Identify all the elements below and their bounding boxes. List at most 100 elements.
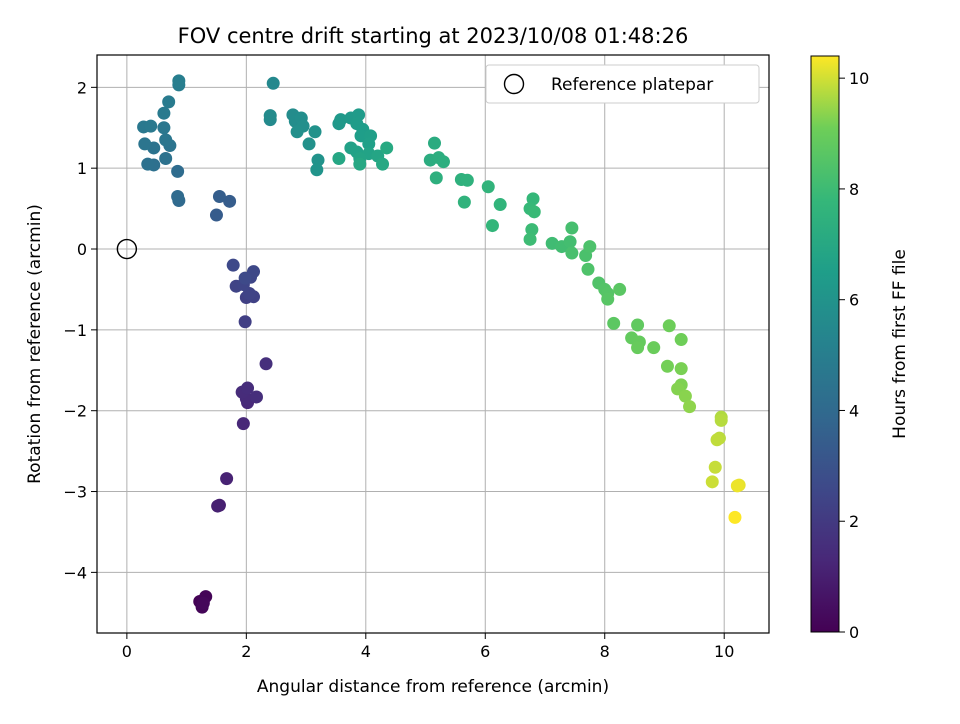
data-point xyxy=(157,121,171,135)
data-point xyxy=(563,235,577,249)
data-point xyxy=(196,596,210,610)
legend-box xyxy=(485,64,760,104)
reference-point-marker xyxy=(116,238,138,260)
data-point xyxy=(660,359,674,373)
colorbar-tick-label: 6 xyxy=(849,291,859,310)
data-point xyxy=(211,499,225,513)
data-point xyxy=(601,292,615,306)
data-point xyxy=(678,389,692,403)
colorbar-label: Hours from first FF file xyxy=(890,249,910,439)
data-point xyxy=(334,113,348,127)
data-point xyxy=(266,76,280,90)
data-point xyxy=(138,137,152,151)
data-point xyxy=(662,319,676,333)
data-point xyxy=(457,195,471,209)
y-axis-ticks: −4 −3 −2 −1 0 1 2 xyxy=(63,78,97,582)
data-point xyxy=(436,155,450,169)
data-point xyxy=(710,433,724,447)
data-point xyxy=(565,221,579,235)
data-point xyxy=(683,400,697,414)
data-point xyxy=(730,479,744,493)
data-point xyxy=(311,153,325,167)
legend-label-reference: Reference platepar xyxy=(551,75,713,95)
legend-marker-reference xyxy=(503,73,525,95)
y-tick-label: −3 xyxy=(63,483,87,502)
colorbar-gradient xyxy=(810,55,840,633)
data-point xyxy=(238,315,252,329)
data-point xyxy=(631,318,645,332)
data-point xyxy=(714,413,728,427)
data-point xyxy=(631,341,645,355)
data-point xyxy=(429,171,443,185)
data-point xyxy=(171,189,185,203)
data-point xyxy=(238,271,252,285)
data-point xyxy=(226,258,240,272)
colorbar-ticks: 0 2 4 6 8 10 xyxy=(839,69,869,642)
data-point xyxy=(647,341,661,355)
data-point xyxy=(728,510,742,524)
data-point xyxy=(159,133,173,147)
data-point xyxy=(172,74,186,88)
data-point xyxy=(705,475,719,489)
data-point xyxy=(674,333,688,347)
data-point xyxy=(249,390,263,404)
data-point xyxy=(583,240,597,254)
data-point xyxy=(144,119,158,133)
data-point xyxy=(159,151,173,165)
data-point xyxy=(236,417,250,431)
data-point xyxy=(493,198,507,212)
colorbar-tick-label: 4 xyxy=(849,401,859,420)
data-point xyxy=(362,137,376,151)
data-point xyxy=(308,125,322,139)
colorbar-tick-label: 2 xyxy=(849,512,859,531)
colorbar-tick-label: 10 xyxy=(849,69,869,88)
data-point xyxy=(523,232,537,246)
chart-title: FOV centre drift starting at 2023/10/08 … xyxy=(178,24,689,48)
y-tick-label: 2 xyxy=(77,78,87,97)
data-point xyxy=(241,381,255,395)
data-point xyxy=(565,246,579,260)
data-point xyxy=(141,157,155,171)
y-axis-label: Rotation from reference (arcmin) xyxy=(25,204,45,484)
reference-marker-group xyxy=(116,238,138,260)
data-point xyxy=(157,106,171,120)
legend: Reference platepar xyxy=(485,64,760,104)
data-point xyxy=(212,189,226,203)
data-point xyxy=(220,472,234,486)
y-tick-label: 1 xyxy=(77,159,87,178)
y-tick-label: −4 xyxy=(63,563,87,582)
data-point xyxy=(376,157,390,171)
y-tick-label: 0 xyxy=(77,240,87,259)
data-point xyxy=(674,362,688,376)
data-point xyxy=(427,136,441,150)
data-point xyxy=(613,282,627,296)
x-tick-label: 0 xyxy=(122,642,132,661)
y-tick-label: −1 xyxy=(63,321,87,340)
data-point xyxy=(581,262,595,276)
data-point xyxy=(353,157,367,171)
data-point xyxy=(354,129,368,143)
x-axis-ticks: 0 2 4 6 8 10 xyxy=(122,633,734,661)
data-point xyxy=(460,173,474,187)
data-point xyxy=(209,208,223,222)
data-point xyxy=(223,194,237,208)
data-point xyxy=(380,141,394,155)
data-point xyxy=(310,163,324,177)
colorbar-tick-label: 8 xyxy=(849,180,859,199)
data-point xyxy=(485,219,499,233)
data-point xyxy=(607,316,621,330)
data-point xyxy=(527,205,541,219)
data-point xyxy=(290,125,304,139)
data-points xyxy=(137,74,746,614)
y-tick-label: −2 xyxy=(63,402,87,421)
data-point xyxy=(708,460,722,474)
data-point xyxy=(263,109,277,123)
x-tick-label: 2 xyxy=(241,642,251,661)
data-point xyxy=(332,151,346,165)
data-point xyxy=(302,137,316,151)
x-tick-label: 10 xyxy=(714,642,734,661)
data-point xyxy=(162,95,176,109)
data-point xyxy=(259,357,273,371)
data-point xyxy=(481,180,495,194)
